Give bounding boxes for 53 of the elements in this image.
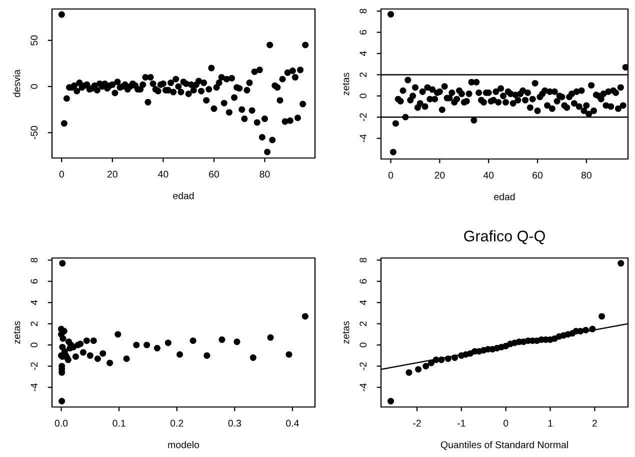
x-tick-label: 60: [532, 172, 543, 179]
x-tick-label: 0: [388, 172, 394, 179]
y-tick-label: 4: [360, 300, 366, 306]
x-tick-label: 0: [504, 420, 508, 427]
y-tick-label: 8: [360, 8, 367, 14]
y-axis-title: desvia: [13, 69, 20, 98]
x-tick-label: 40: [158, 170, 168, 178]
y-axis-title: zetas: [342, 72, 350, 96]
y-tick-label: -2: [30, 362, 38, 370]
y-tick-label: -2: [360, 113, 366, 122]
x-axis-title: edad: [173, 192, 194, 200]
y-tick-label: -4: [30, 383, 38, 392]
y-tick-label: 50: [30, 35, 38, 46]
x-tick-label: 0.2: [170, 420, 184, 427]
x-tick-label: 0.3: [228, 420, 241, 427]
x-tick-label: 0.0: [54, 420, 68, 427]
y-tick-label: 8: [360, 258, 367, 262]
x-tick-label: 0: [59, 170, 64, 178]
x-tick-label: 1: [548, 420, 552, 427]
x-tick-label: 0.4: [286, 420, 299, 427]
y-axis-title: zetas: [342, 321, 350, 344]
y-tick-label: -4: [360, 134, 366, 142]
x-tick-label: 40: [483, 172, 494, 179]
x-tick-label: 60: [209, 170, 219, 178]
x-tick-label: 20: [108, 170, 118, 178]
y-tick-label: 4: [360, 51, 366, 56]
x-tick-label: 2: [592, 420, 597, 427]
x-tick-label: 20: [434, 172, 445, 179]
y-tick-label: 2: [360, 72, 366, 77]
y-tick-label: -50: [30, 126, 38, 140]
x-tick-label: -2: [413, 420, 421, 427]
x-tick-label: 0.1: [112, 420, 126, 427]
y-tick-label: 6: [360, 30, 367, 35]
y-tick-label: 0: [30, 84, 38, 89]
y-tick-label: 4: [30, 300, 38, 306]
y-tick-label: 2: [360, 322, 366, 326]
x-axis-title: edad: [494, 193, 515, 200]
y-tick-label: 0: [360, 342, 367, 348]
x-axis-title: Quantiles of Standard Normal: [440, 441, 568, 450]
x-axis-title: modelo: [168, 441, 200, 448]
y-tick-label: 2: [30, 322, 38, 326]
y-tick-label: -4: [360, 383, 366, 392]
y-tick-label: -2: [360, 362, 366, 370]
y-tick-label: 6: [30, 279, 38, 284]
y-tick-label: 0: [30, 342, 38, 348]
x-tick-label: -1: [458, 420, 466, 427]
y-tick-label: 0: [360, 94, 367, 98]
x-tick-label: 80: [581, 172, 592, 179]
y-axis-title: zetas: [14, 321, 20, 344]
y-tick-label: 8: [30, 258, 38, 262]
y-tick-label: 6: [360, 279, 367, 284]
x-tick-label: 80: [260, 170, 270, 178]
chart-title: Grafico Q-Q: [464, 230, 545, 244]
